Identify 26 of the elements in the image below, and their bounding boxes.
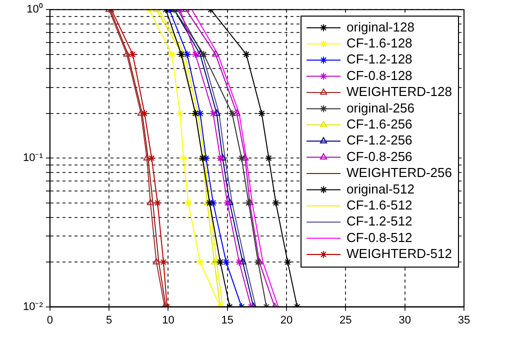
y-tick-label: 10⁻² (22, 300, 44, 313)
legend-label: WEIGHTERD-128 (346, 84, 452, 100)
legend-label: original-512 (346, 181, 414, 196)
legend-label: CF-1.6-128 (346, 35, 412, 50)
x-tick-label: 35 (458, 314, 470, 326)
x-tick-label: 30 (398, 314, 411, 326)
x-tick-label: 10 (162, 314, 174, 326)
legend-label: CF-1.2-512 (346, 214, 412, 229)
legend-label: CF-1.2-128 (346, 52, 412, 67)
x-tick-label: 20 (280, 314, 293, 326)
x-tick-label: 15 (221, 314, 234, 326)
legend-label: CF-0.8-128 (346, 68, 412, 83)
legend-label: CF-0.8-256 (346, 148, 412, 164)
legend-label: CF-1.6-512 (346, 197, 412, 212)
legend-label: CF-0.8-512 (346, 230, 412, 245)
legend-label: CF-1.6-256 (346, 116, 412, 132)
y-tick-label: 10⁰ (26, 2, 43, 16)
legend-label: CF-1.2-256 (346, 132, 412, 148)
legend-label: WEIGHTERD-512 (346, 246, 452, 262)
x-tick-label: 25 (340, 314, 352, 326)
legend-label: original-256 (346, 100, 414, 116)
y-tick-label: 10⁻¹ (22, 152, 44, 164)
legend-label: WEIGHTERD-256 (346, 165, 452, 180)
x-tick-label: 0 (46, 314, 53, 326)
x-tick-label: 5 (106, 314, 112, 326)
legend-label: original-128 (346, 19, 414, 34)
